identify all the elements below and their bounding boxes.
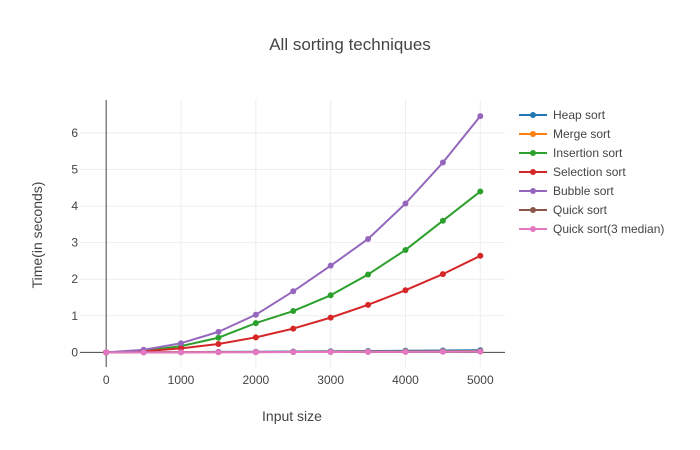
legend-label: Quick sort(3 median) — [553, 222, 664, 236]
y-tick-label: 1 — [71, 309, 78, 323]
legend-label: Selection sort — [553, 165, 626, 179]
data-point-quick-sort-3-median — [140, 349, 147, 356]
data-point-selection-sort — [290, 325, 297, 332]
y-tick-label: 0 — [71, 345, 78, 359]
data-point-bubble-sort — [252, 311, 259, 318]
data-point-bubble-sort — [178, 340, 185, 347]
data-point-bubble-sort — [402, 200, 409, 207]
tick-labels: 0 1000 2000 3000 4000 5000 0 1 2 3 4 5 6 — [71, 126, 494, 387]
data-point-quick-sort-3-median — [402, 348, 409, 355]
chart-title: All sorting techniques — [269, 35, 431, 54]
legend-label: Heap sort — [553, 108, 606, 122]
data-point-insertion-sort — [477, 188, 484, 195]
series-quick-sort-3-median — [103, 348, 484, 356]
data-point-quick-sort-3-median — [477, 348, 484, 355]
data-point-selection-sort — [327, 314, 334, 321]
legend[interactable]: Heap sort Merge sort Insertion sort Selecti… — [519, 108, 664, 236]
legend-label: Merge sort — [553, 127, 611, 141]
data-point-insertion-sort — [439, 217, 446, 224]
y-tick-label: 3 — [71, 236, 78, 250]
data-point-quick-sort-3-median — [215, 349, 222, 356]
y-tick-label: 5 — [71, 162, 78, 176]
legend-marker — [530, 112, 536, 118]
legend-item-quick-sort[interactable]: Quick sort — [519, 203, 608, 217]
legend-item-bubble-sort[interactable]: Bubble sort — [519, 184, 614, 198]
data-point-quick-sort-3-median — [103, 349, 110, 356]
series-bubble-sort — [103, 113, 484, 356]
y-tick-label: 2 — [71, 272, 78, 286]
data-point-quick-sort-3-median — [327, 348, 334, 355]
data-point-quick-sort-3-median — [365, 348, 372, 355]
legend-item-heap-sort[interactable]: Heap sort — [519, 108, 606, 122]
series-line-selection-sort — [106, 254, 481, 354]
legend-marker — [530, 207, 536, 213]
x-tick-label: 0 — [103, 373, 110, 387]
data-point-bubble-sort — [477, 113, 484, 120]
data-point-insertion-sort — [215, 334, 222, 341]
data-point-quick-sort-3-median — [178, 349, 185, 356]
legend-marker — [530, 226, 536, 232]
legend-marker — [530, 188, 536, 194]
y-tick-label: 4 — [71, 199, 78, 213]
data-point-quick-sort-3-median — [290, 349, 297, 356]
x-tick-label: 2000 — [242, 373, 269, 387]
y-tick-label: 6 — [71, 126, 78, 140]
data-point-insertion-sort — [365, 271, 372, 278]
series-selection-sort — [103, 252, 484, 356]
legend-marker — [530, 169, 536, 175]
data-point-quick-sort-3-median — [252, 349, 259, 356]
legend-item-selection-sort[interactable]: Selection sort — [519, 165, 626, 179]
y-axis-label: Time(in seconds) — [29, 182, 45, 289]
legend-label: Bubble sort — [553, 184, 614, 198]
data-point-insertion-sort — [290, 308, 297, 315]
data-point-bubble-sort — [365, 235, 372, 242]
data-point-selection-sort — [365, 301, 372, 308]
data-point-selection-sort — [439, 271, 446, 278]
x-tick-label: 5000 — [467, 373, 494, 387]
series-lines — [103, 113, 484, 356]
legend-label: Quick sort — [553, 203, 608, 217]
x-tick-label: 1000 — [168, 373, 195, 387]
data-point-selection-sort — [252, 334, 259, 341]
data-point-selection-sort — [402, 287, 409, 294]
x-axis-label: Input size — [262, 408, 322, 424]
x-tick-label: 4000 — [392, 373, 419, 387]
legend-label: Insertion sort — [553, 146, 623, 160]
data-point-bubble-sort — [439, 159, 446, 166]
data-point-insertion-sort — [402, 246, 409, 253]
legend-marker — [530, 131, 536, 137]
grid — [80, 100, 505, 367]
data-point-bubble-sort — [327, 262, 334, 269]
data-point-insertion-sort — [252, 320, 259, 327]
data-point-selection-sort — [215, 340, 222, 347]
x-tick-label: 3000 — [317, 373, 344, 387]
data-point-bubble-sort — [215, 328, 222, 335]
legend-marker — [530, 150, 536, 156]
legend-item-merge-sort[interactable]: Merge sort — [519, 127, 611, 141]
data-point-insertion-sort — [327, 292, 334, 299]
legend-item-insertion-sort[interactable]: Insertion sort — [519, 146, 623, 160]
data-point-quick-sort-3-median — [439, 348, 446, 355]
data-point-bubble-sort — [290, 288, 297, 295]
legend-item-quick-sort-3-median[interactable]: Quick sort(3 median) — [519, 222, 664, 236]
data-point-selection-sort — [477, 252, 484, 259]
